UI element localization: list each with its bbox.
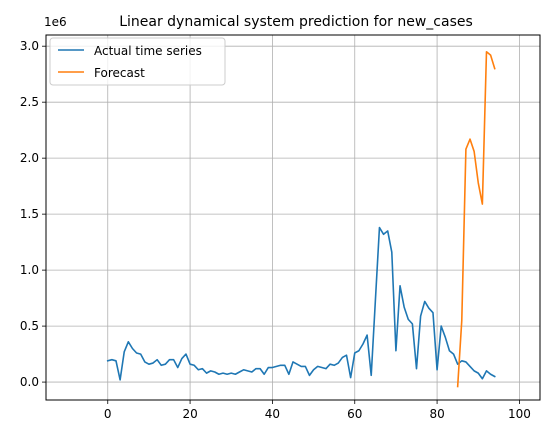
legend-label-forecast: Forecast bbox=[94, 66, 145, 80]
plot-area bbox=[106, 50, 496, 388]
y-tick-label: 1.0 bbox=[20, 263, 39, 277]
x-tick-label: 0 bbox=[104, 407, 112, 421]
actual-series-line bbox=[106, 226, 496, 381]
y-axis: 0.0 0.5 1.0 1.5 2.0 2.5 3.0 bbox=[20, 39, 46, 389]
x-axis: 0 20 40 60 80 100 bbox=[104, 400, 531, 421]
x-tick-label: 20 bbox=[182, 407, 197, 421]
y-offset-text: 1e6 bbox=[44, 15, 67, 29]
legend-label-actual: Actual time series bbox=[94, 44, 202, 58]
legend-box bbox=[49, 37, 226, 86]
x-tick-label: 40 bbox=[265, 407, 280, 421]
y-tick-label: 2.0 bbox=[20, 151, 39, 165]
plot-frame bbox=[45, 34, 541, 401]
y-tick-label: 0.0 bbox=[20, 375, 39, 389]
x-tick-label: 80 bbox=[429, 407, 444, 421]
x-tick-label: 60 bbox=[347, 407, 362, 421]
legend: Actual time series Forecast bbox=[49, 37, 226, 86]
y-tick-label: 2.5 bbox=[20, 95, 39, 109]
y-tick-label: 0.5 bbox=[20, 319, 39, 333]
x-tick-label: 100 bbox=[508, 407, 531, 421]
grid bbox=[46, 35, 540, 400]
y-tick-label: 3.0 bbox=[20, 39, 39, 53]
y-tick-label: 1.5 bbox=[20, 207, 39, 221]
forecast-series-line bbox=[456, 50, 496, 388]
chart-title: Linear dynamical system prediction for n… bbox=[119, 14, 473, 30]
